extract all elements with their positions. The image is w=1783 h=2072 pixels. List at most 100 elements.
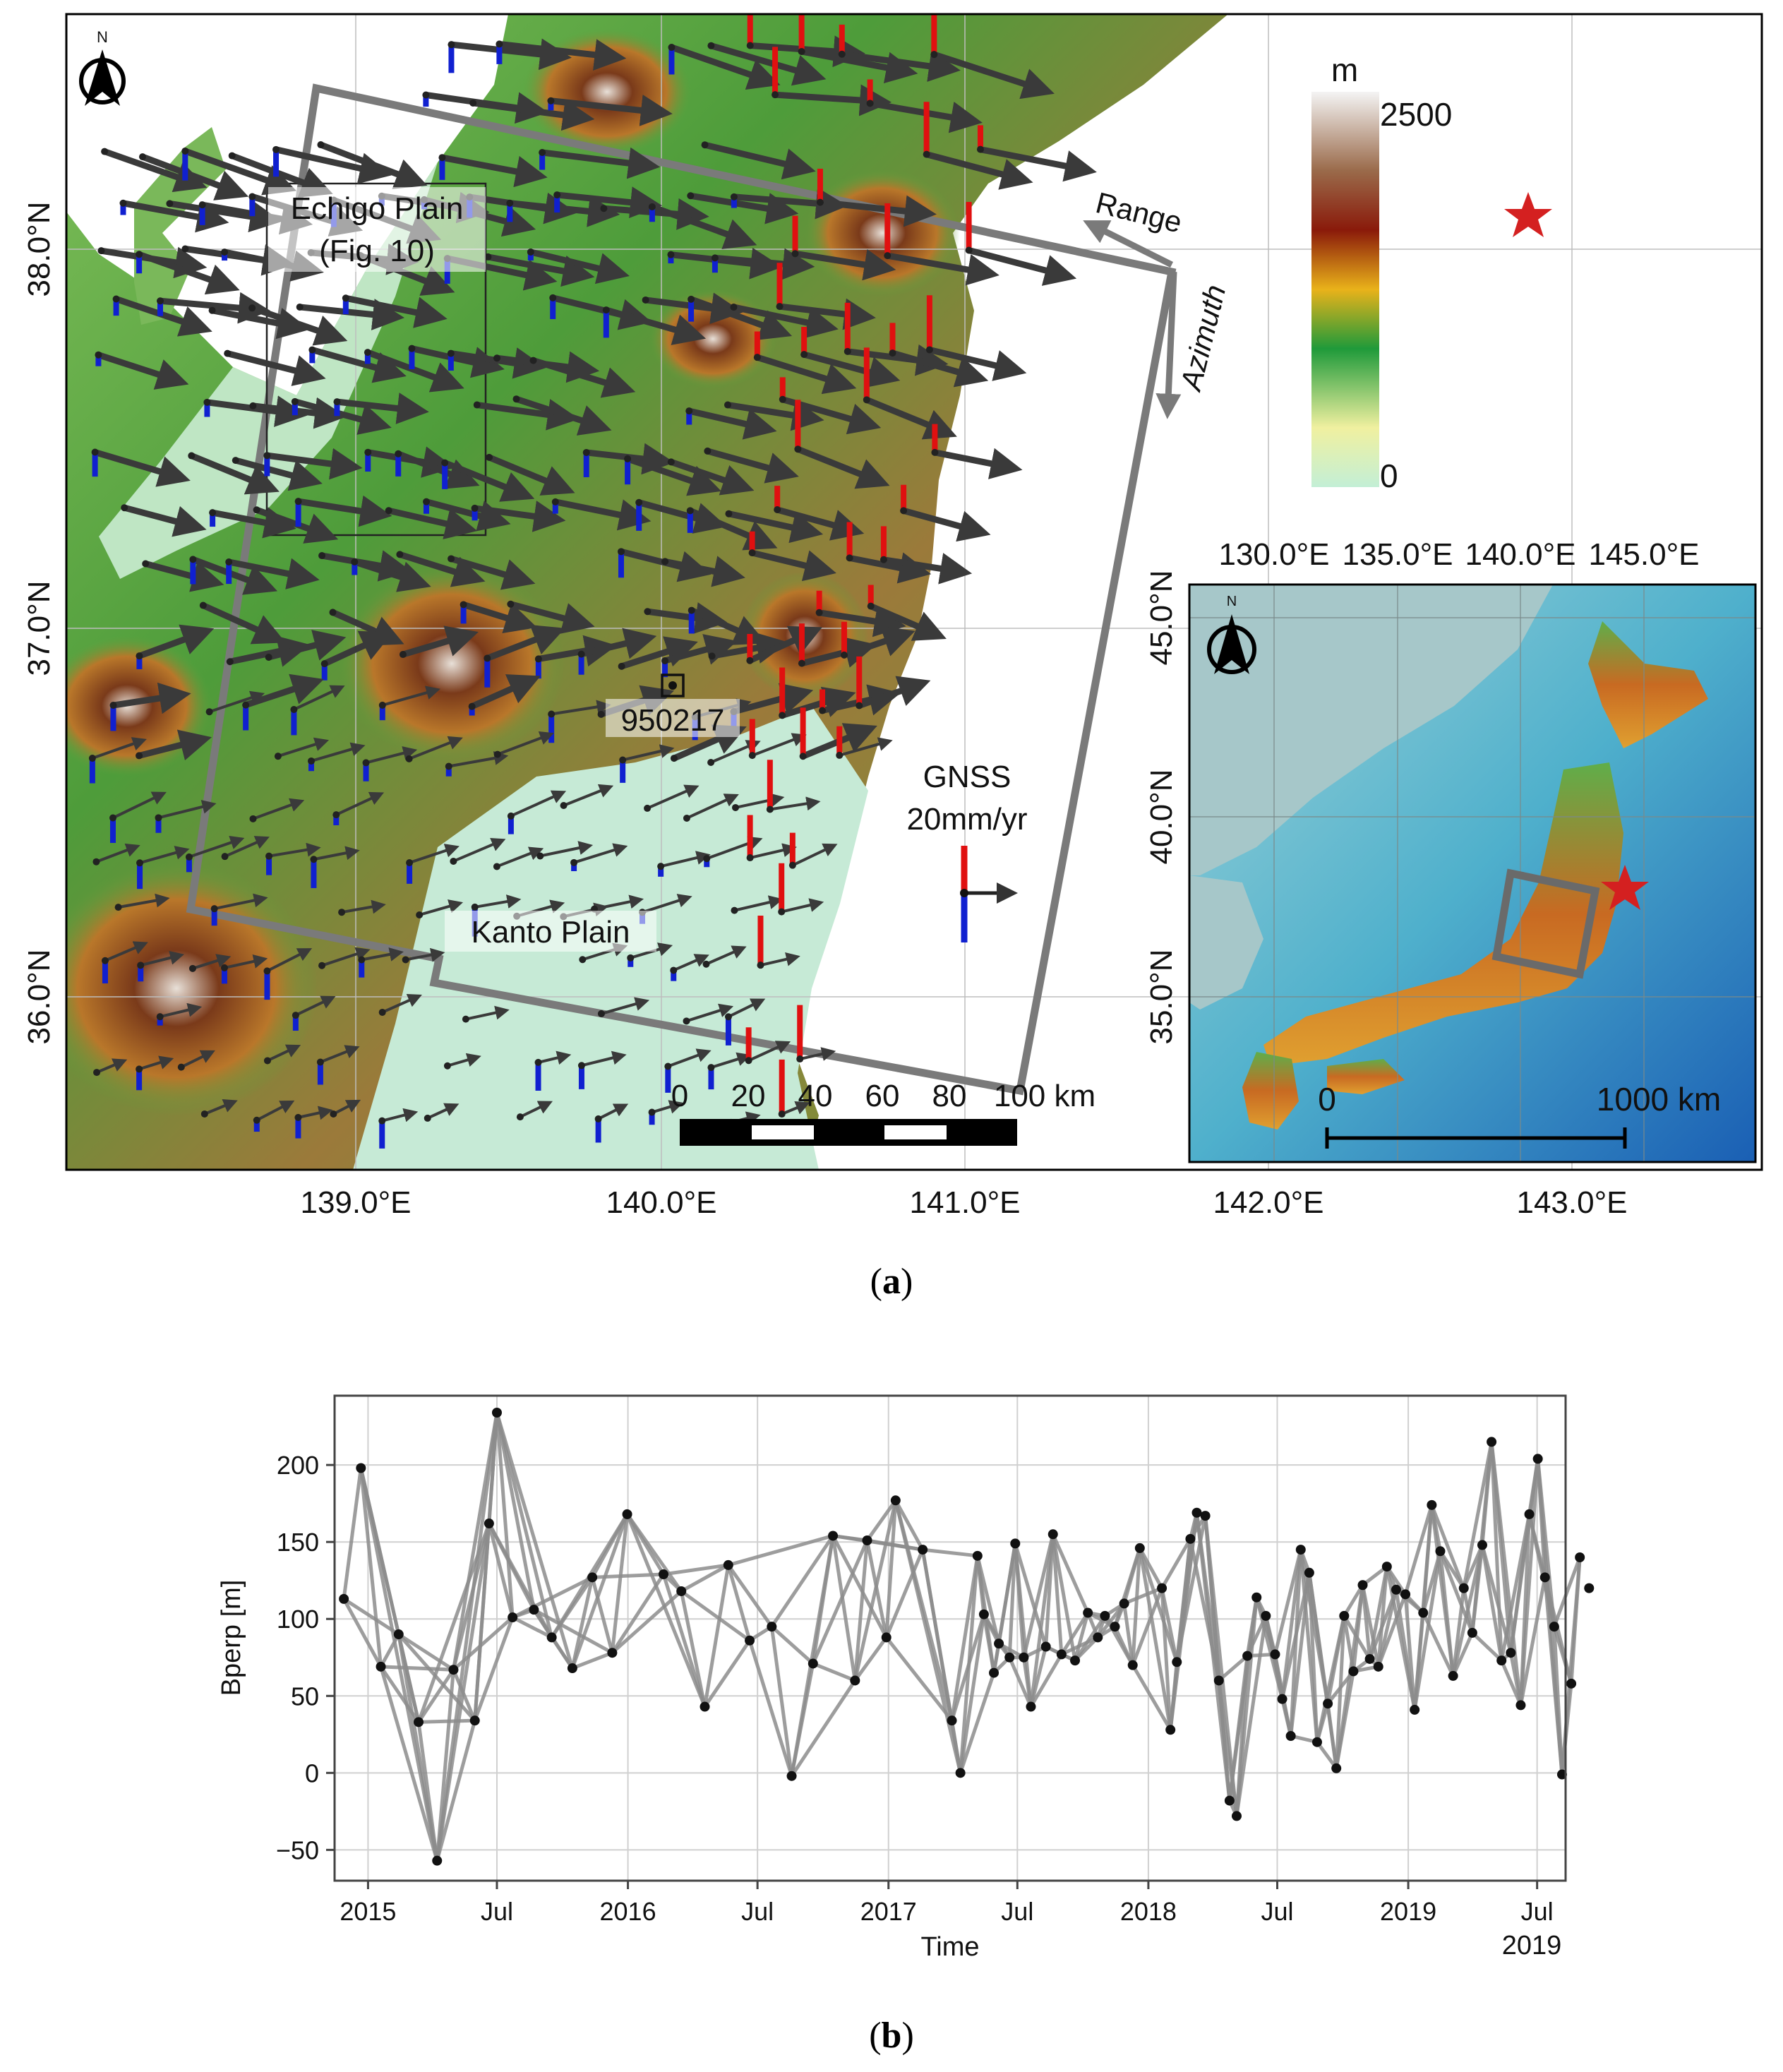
- chart-y-ticks: −50 0 50 100 150 200: [276, 1451, 335, 1864]
- gnss-horizontal-vector: [728, 998, 766, 1019]
- gnss-station: [263, 448, 363, 480]
- gnss-horizontal-vector: [447, 1053, 481, 1067]
- kanto-label: Kanto Plain: [471, 915, 630, 950]
- gnss-station-dot: [469, 99, 477, 107]
- gnss-station: [507, 600, 595, 634]
- gnss-station: [867, 585, 947, 641]
- gnss-station: [112, 295, 212, 337]
- gnss-station: [318, 947, 371, 969]
- chart-baseline-edge: [1073, 1612, 1090, 1661]
- gnss-station-dot: [405, 755, 413, 762]
- gnss-station-dot: [221, 853, 229, 861]
- scalebar-tick: 20: [731, 1079, 766, 1113]
- gnss-station: [703, 836, 763, 868]
- gnss-horizontal-vector: [256, 1100, 295, 1122]
- chart-acquisition-point: [786, 1771, 797, 1781]
- chart-baseline-edge: [1508, 1652, 1523, 1706]
- chart-baseline-edge: [680, 1589, 751, 1642]
- gnss-station-dot: [707, 42, 715, 49]
- chart-baseline-edge: [452, 1523, 491, 1670]
- chart-acquisition-point: [1467, 1627, 1477, 1638]
- chart-baseline-edge: [1569, 1557, 1582, 1684]
- gnss-station-dot: [838, 50, 846, 58]
- chart-baseline-edge: [1480, 1442, 1494, 1545]
- gnss-station-dot: [362, 759, 370, 767]
- gnss-station: [708, 632, 788, 664]
- chart-baseline-edge: [770, 1625, 815, 1665]
- gnss-station-dot: [136, 1065, 143, 1073]
- gnss-horizontal-vector: [843, 625, 915, 659]
- gnss-horizontal-vector: [476, 399, 580, 431]
- inset-lon-tick: 135.0°E: [1342, 537, 1453, 572]
- chart-baseline-edge: [1334, 1615, 1346, 1768]
- chart-baseline-edge: [1552, 1627, 1564, 1775]
- chart-acquisition-point: [1213, 1675, 1224, 1686]
- gnss-station: [791, 215, 896, 281]
- gnss-station: [224, 349, 326, 386]
- gnss-station: [486, 453, 575, 496]
- gnss-station: [731, 895, 784, 914]
- gnss-station: [965, 201, 1077, 286]
- gnss-horizontal-vector: [869, 603, 947, 641]
- gnss-station: [265, 842, 321, 875]
- station-label-bg: [606, 699, 740, 737]
- gnss-station: [226, 635, 311, 667]
- gnss-horizontal-vector: [443, 460, 535, 502]
- gnss-station: [263, 1044, 301, 1065]
- gnss-station: [667, 458, 755, 496]
- chart-baseline-edge: [1471, 1631, 1503, 1662]
- chart-acquisition-point: [1357, 1580, 1368, 1591]
- gnss-station-dot: [800, 351, 808, 359]
- gnss-horizontal-vector: [541, 147, 661, 179]
- gnss-station-dot: [274, 753, 282, 760]
- gnss-station-dot: [512, 395, 520, 403]
- gnss-station-dot: [447, 349, 455, 357]
- gnss-station-dot: [539, 148, 546, 156]
- gnss-horizontal-vector: [344, 294, 448, 328]
- gnss-station-dot: [101, 148, 109, 155]
- gnss-station-dot: [516, 1113, 524, 1121]
- gnss-horizontal-vector: [361, 947, 404, 962]
- gnss-station-dot: [294, 1113, 302, 1121]
- gnss-horizontal-vector: [800, 48, 918, 83]
- chart-baseline-edge: [1462, 1441, 1494, 1589]
- chart-baseline-edge: [1326, 1615, 1346, 1704]
- chart-baseline-edge: [611, 1590, 683, 1655]
- gnss-station-dot: [342, 294, 349, 302]
- gnss-station: [794, 400, 890, 489]
- chart-baseline-edge: [1059, 1612, 1090, 1655]
- gnss-station: [450, 838, 506, 865]
- gnss-station: [310, 846, 360, 888]
- gnss-station: [424, 1103, 460, 1122]
- gnss-station: [863, 347, 957, 440]
- gnss-station-dot: [138, 153, 146, 161]
- chart-acquisition-point: [567, 1663, 577, 1674]
- station-950217-marker: [661, 673, 685, 697]
- main-map-border: [65, 13, 1763, 1171]
- chart-acquisition-point: [1575, 1552, 1585, 1562]
- gnss-station-dot: [551, 498, 559, 505]
- gnss-station: [294, 1106, 333, 1139]
- chart-acquisition-point: [1242, 1651, 1253, 1661]
- chart-y-tick-label: 100: [277, 1605, 319, 1634]
- chart-baseline-edge: [1307, 1572, 1319, 1742]
- gnss-station-dot: [408, 345, 416, 352]
- gnss-station: [900, 484, 991, 542]
- chart-baseline-edge: [1412, 1550, 1442, 1711]
- gnss-station: [441, 459, 535, 502]
- gnss-station-dot: [310, 856, 318, 863]
- chart-baseline-edge: [703, 1639, 752, 1708]
- gnss-station-dot: [136, 251, 143, 258]
- gnss-horizontal-vector: [622, 744, 675, 762]
- gnss-horizontal-vector: [112, 791, 167, 820]
- chart-baseline-edge: [590, 1513, 629, 1579]
- epicenter-star: [1504, 192, 1552, 237]
- chart-baseline-edge: [726, 1564, 752, 1641]
- gnss-legend-dot: [960, 889, 968, 897]
- inset-north-label: N: [1227, 594, 1237, 609]
- gnss-horizontal-vector: [685, 1003, 734, 1023]
- chart-baseline-edge: [663, 1563, 729, 1576]
- gnss-horizontal-vector: [733, 187, 848, 220]
- gnss-horizontal-vector: [781, 898, 824, 914]
- gnss-station: [448, 555, 536, 590]
